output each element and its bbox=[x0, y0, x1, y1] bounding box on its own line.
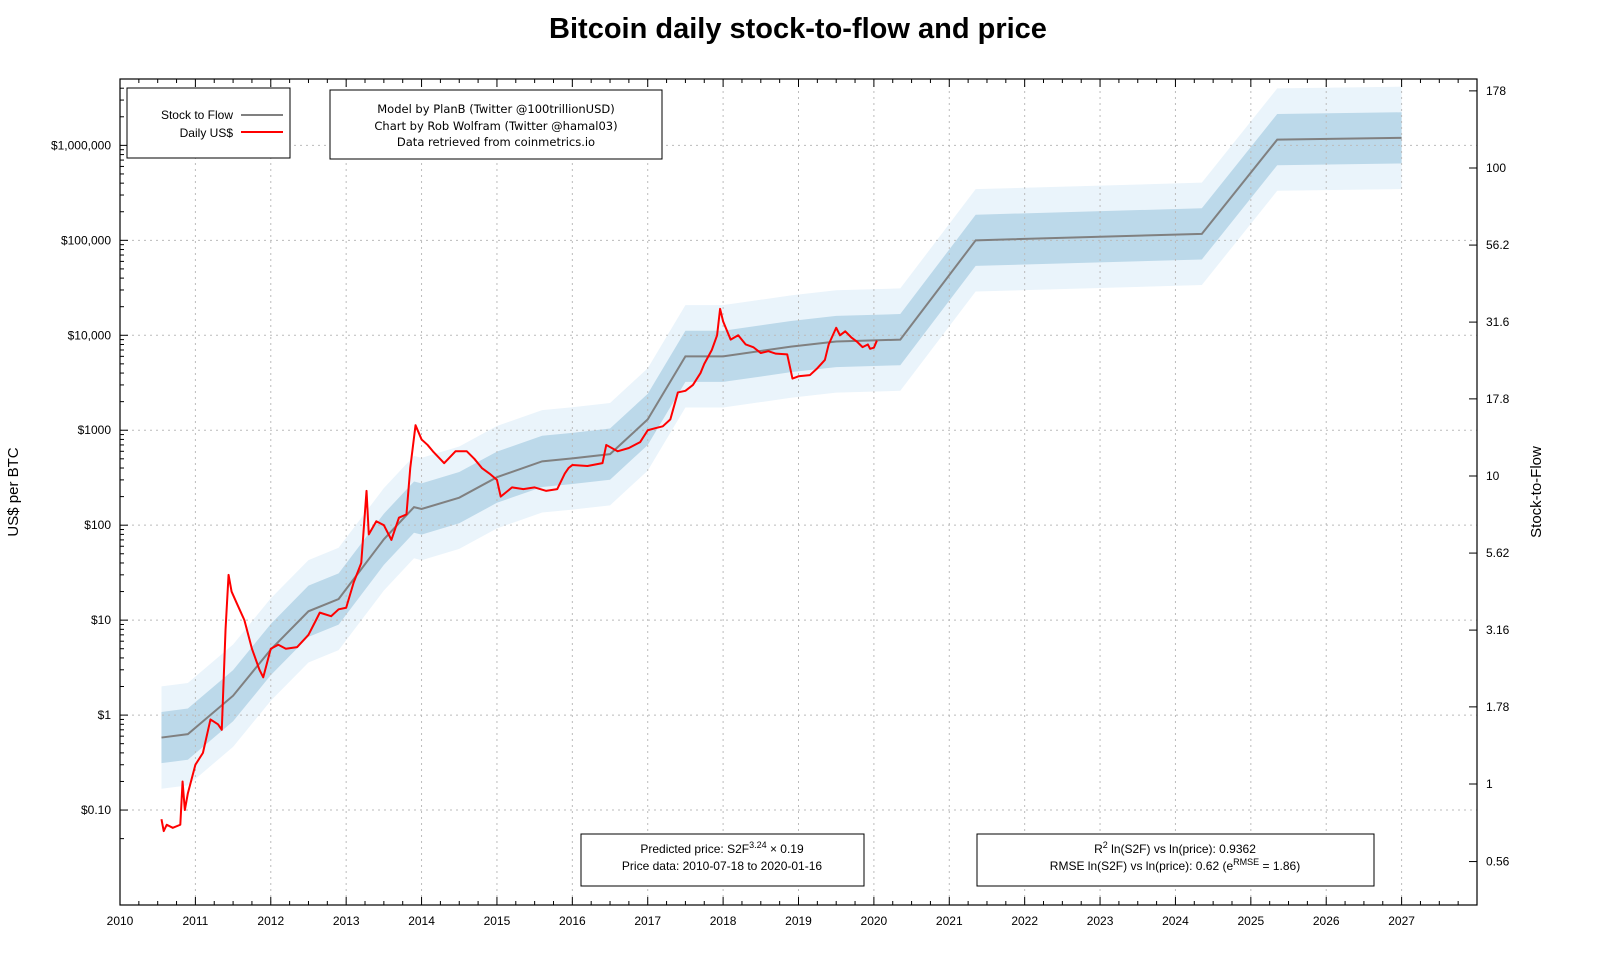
y-tick-label: $1000 bbox=[78, 423, 112, 437]
x-tick-label: 2026 bbox=[1313, 914, 1340, 928]
x-tick-label: 2014 bbox=[408, 914, 435, 928]
x-tick-label: 2021 bbox=[936, 914, 963, 928]
y2-tick-label: 5.62 bbox=[1486, 546, 1510, 560]
x-tick-label: 2015 bbox=[484, 914, 511, 928]
x-tick-label: 2019 bbox=[785, 914, 812, 928]
y-tick-label: $10 bbox=[91, 613, 111, 627]
grid bbox=[119, 79, 1477, 905]
legend-label-s2f: Stock to Flow bbox=[161, 108, 233, 122]
series-lines bbox=[160, 136, 1402, 833]
credit-line: Chart by Rob Wolfram (Twitter @hamal03) bbox=[374, 119, 617, 133]
y-tick-label: $100 bbox=[84, 518, 111, 532]
y-axis-label: US$ per BTC bbox=[5, 447, 22, 536]
y-tick-label: $100,000 bbox=[61, 233, 111, 247]
x-tick-label: 2016 bbox=[559, 914, 586, 928]
s2f-model-line bbox=[161, 136, 1402, 739]
y-tick-label: $1 bbox=[98, 708, 112, 722]
y2-tick-label: 3.16 bbox=[1486, 623, 1510, 637]
y2-tick-label: 56.2 bbox=[1486, 238, 1510, 252]
x-tick-label: 2012 bbox=[257, 914, 284, 928]
x-tick-label: 2025 bbox=[1237, 914, 1264, 928]
y2-tick-label: 100 bbox=[1486, 161, 1506, 175]
x-tick-label: 2022 bbox=[1011, 914, 1038, 928]
daily-price-line bbox=[160, 307, 878, 833]
x-tick-label: 2010 bbox=[107, 914, 134, 928]
chart-title: Bitcoin daily stock-to-flow and price bbox=[549, 13, 1047, 45]
legend-label-price: Daily US$ bbox=[180, 126, 234, 140]
axes: 2010 2011 2012 2013 2014 2015 2016 2017 2018 2019… bbox=[51, 79, 1510, 928]
y2-tick-label: 10 bbox=[1486, 469, 1500, 483]
credit-line: Data retrieved from coinmetrics.io bbox=[397, 135, 595, 149]
y2-tick-label: 0.56 bbox=[1486, 855, 1510, 869]
y2-tick-label: 178 bbox=[1486, 84, 1506, 98]
x-tick-label: 2011 bbox=[182, 914, 208, 928]
x-tick-label: 2027 bbox=[1388, 914, 1415, 928]
formula-box: Predicted price: S2F3.24 × 0.19 Price da… bbox=[580, 833, 865, 887]
y2-tick-label: 31.6 bbox=[1486, 315, 1510, 329]
x-tick-label: 2023 bbox=[1087, 914, 1114, 928]
stats-box: R2 ln(S2F) vs ln(price): 0.9362 RMSE ln(… bbox=[976, 833, 1375, 887]
r2-text: R2 ln(S2F) vs ln(price): 0.9362 bbox=[1094, 840, 1256, 856]
credit-line: Model by PlanB (Twitter @100trillionUSD) bbox=[377, 102, 615, 116]
y2-tick-label: 1 bbox=[1486, 777, 1493, 791]
x-tick-label: 2017 bbox=[634, 914, 661, 928]
x-tick-label: 2018 bbox=[710, 914, 737, 928]
price-range-text: Price data: 2010-07-18 to 2020-01-16 bbox=[622, 859, 822, 873]
y2-tick-label: 1.78 bbox=[1486, 700, 1510, 714]
model-bands bbox=[161, 86, 1402, 789]
rmse-text: RMSE ln(S2F) vs ln(price): 0.62 (eRMSE =… bbox=[1050, 857, 1300, 873]
y-tick-label: $10,000 bbox=[68, 328, 112, 342]
inner-band bbox=[161, 112, 1402, 764]
x-tick-label: 2013 bbox=[333, 914, 360, 928]
y2-tick-label: 17.8 bbox=[1486, 392, 1510, 406]
legend: Stock to Flow Daily US$ bbox=[126, 87, 291, 159]
x-tick-label: 2024 bbox=[1162, 914, 1189, 928]
y-tick-label: $1,000,000 bbox=[51, 138, 111, 152]
y-tick-label: $0.10 bbox=[81, 803, 111, 817]
x-tick-label: 2020 bbox=[861, 914, 888, 928]
y2-axis-label: Stock-to-Flow bbox=[1528, 446, 1545, 538]
credits-box: Model by PlanB (Twitter @100trillionUSD)… bbox=[329, 89, 663, 160]
formula-text: Predicted price: S2F3.24 × 0.19 bbox=[640, 840, 804, 856]
